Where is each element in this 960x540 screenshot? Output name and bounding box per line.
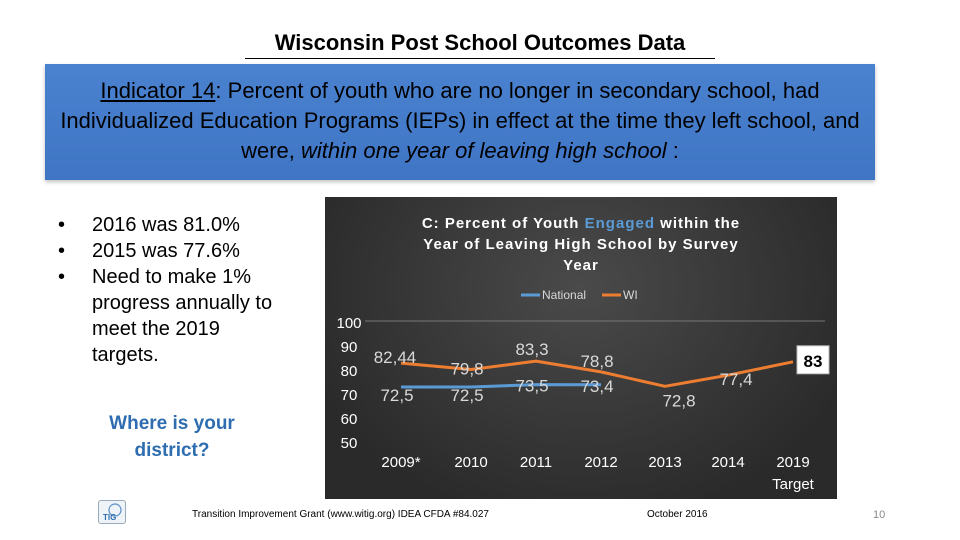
- chart-title-line3: Year: [563, 257, 599, 274]
- footer-source: Transition Improvement Grant (www.witig.…: [192, 509, 489, 520]
- tig-logo-icon: TIG: [103, 503, 122, 522]
- bullet-text: 2015 was 77.6%: [92, 240, 240, 262]
- bullet-icon: •: [58, 266, 66, 288]
- chart-title-post: within the: [655, 215, 740, 232]
- bullet-icon: •: [58, 240, 66, 262]
- target-label-box: [796, 345, 830, 375]
- chart-title-pre: C: Percent of Youth: [422, 215, 585, 232]
- chart-svg: C: Percent of Youth Engaged within the Y…: [336, 215, 830, 493]
- y-tick-label: 60: [341, 411, 358, 428]
- indicator-emphasis: within one year of leaving high school: [301, 138, 667, 163]
- y-tick-label: 70: [341, 387, 358, 404]
- y-tick-label: 80: [341, 363, 358, 380]
- data-label-national: 73,4: [580, 377, 613, 396]
- data-label-national: 72,5: [450, 386, 483, 405]
- page-number: 10: [873, 509, 886, 521]
- bullet-text: 2016 was 81.0%: [92, 214, 240, 236]
- x-tick-label: 2014: [711, 454, 744, 471]
- series-line-wi: [400, 359, 794, 388]
- bullet-text: Need to make 1% progress annually to mee…: [92, 266, 273, 366]
- data-label-wi-target: 83: [804, 352, 823, 371]
- x-tick-label: 2009*: [381, 454, 420, 471]
- chart-title-line1: C: Percent of Youth Engaged within the: [422, 215, 740, 232]
- data-label-wi: 79,8: [450, 359, 483, 378]
- district-prompt: Where is your district?: [109, 413, 235, 461]
- data-label-wi: 83,3: [515, 340, 548, 359]
- x-tick-label: 2010: [454, 454, 487, 471]
- footer-date: October 2016: [647, 509, 708, 520]
- chart-legend: National WI: [521, 288, 638, 302]
- chart-title-highlight: Engaged: [585, 215, 655, 232]
- tig-logo: TIG: [98, 500, 126, 524]
- legend-wi-label: WI: [623, 288, 638, 302]
- x-tick-label: 2019: [776, 454, 809, 471]
- data-label-wi: 72,8: [662, 391, 695, 410]
- bullet-item: • 2015 was 77.6%: [58, 238, 278, 264]
- x-tick-label: 2012: [584, 454, 617, 471]
- data-label-national: 72,5: [380, 386, 413, 405]
- indicator-lead: Indicator 14: [100, 78, 216, 103]
- bullet-icon: •: [58, 214, 66, 236]
- series-line-national: [401, 383, 602, 389]
- slide-title: Wisconsin Post School Outcomes Data: [274, 30, 686, 55]
- y-tick-label: 100: [336, 315, 361, 332]
- indicator-banner: Indicator 14: Percent of youth who are n…: [45, 64, 875, 180]
- chart-plot: 100 90 80 70 60 50 2009* 2010 2011 2012 2013 2014 20…: [336, 315, 830, 493]
- engagement-chart: C: Percent of Youth Engaged within the Y…: [325, 197, 837, 499]
- bullet-list: • 2016 was 81.0% • 2015 was 77.6% • Need…: [58, 212, 278, 368]
- legend-national-label: National: [542, 288, 586, 302]
- title-underline: [245, 58, 715, 59]
- data-label-national: 73,5: [515, 377, 548, 396]
- chart-title-line2: Year of Leaving High School by Survey: [423, 236, 738, 253]
- data-label-wi: 78,8: [580, 352, 613, 371]
- x-tick-label: 2013: [648, 454, 681, 471]
- svg-text:TIG: TIG: [103, 513, 116, 522]
- x-tick-label: Target: [772, 476, 815, 493]
- y-tick-label: 90: [341, 339, 358, 356]
- indicator-tail: :: [666, 138, 679, 163]
- bullet-item: • 2016 was 81.0%: [58, 212, 278, 238]
- indicator-text: Percent of youth who are no longer in se…: [60, 78, 860, 163]
- x-tick-label: 2011: [520, 454, 552, 471]
- data-label-wi: 82,44: [374, 348, 417, 367]
- indicator-lead-suffix: :: [215, 78, 222, 103]
- y-tick-label: 50: [341, 435, 358, 452]
- data-label-wi: 77,4: [719, 370, 752, 389]
- bullet-item: • Need to make 1% progress annually to m…: [58, 264, 278, 368]
